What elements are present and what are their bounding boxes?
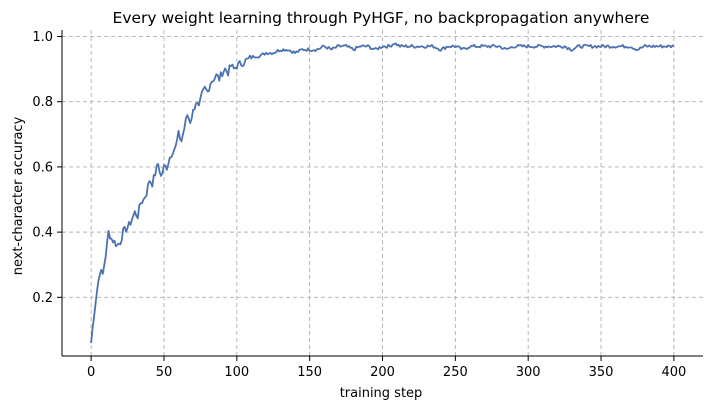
x-tick-label: 400 [661,365,686,380]
x-tick-label: 50 [156,365,173,380]
axes [57,30,703,361]
x-axis-label: training step [340,386,423,401]
grid [62,30,703,356]
x-tick-label: 300 [516,365,541,380]
y-axis-label: next-character accuracy [11,116,26,275]
tick-labels: 0 50 100 150 200 250 300 350 400 0.2 0.4 0.6 0.8 1.0 [32,30,686,380]
chart-title: Every weight learning through PyHGF, no … [113,9,650,27]
x-tick-label: 250 [443,365,468,380]
y-tick-label: 0.8 [32,95,53,110]
y-tick-label: 0.6 [32,160,53,175]
y-tick-label: 0.2 [32,291,53,306]
y-tick-label: 1.0 [32,30,53,45]
accuracy-series-line [90,42,675,344]
x-tick-label: 100 [224,365,249,380]
x-tick-label: 0 [87,365,95,380]
series-layer [90,42,675,344]
x-tick-label: 150 [297,365,322,380]
x-tick-label: 200 [370,365,395,380]
x-tick-label: 350 [589,365,614,380]
y-tick-label: 0.4 [32,226,53,241]
